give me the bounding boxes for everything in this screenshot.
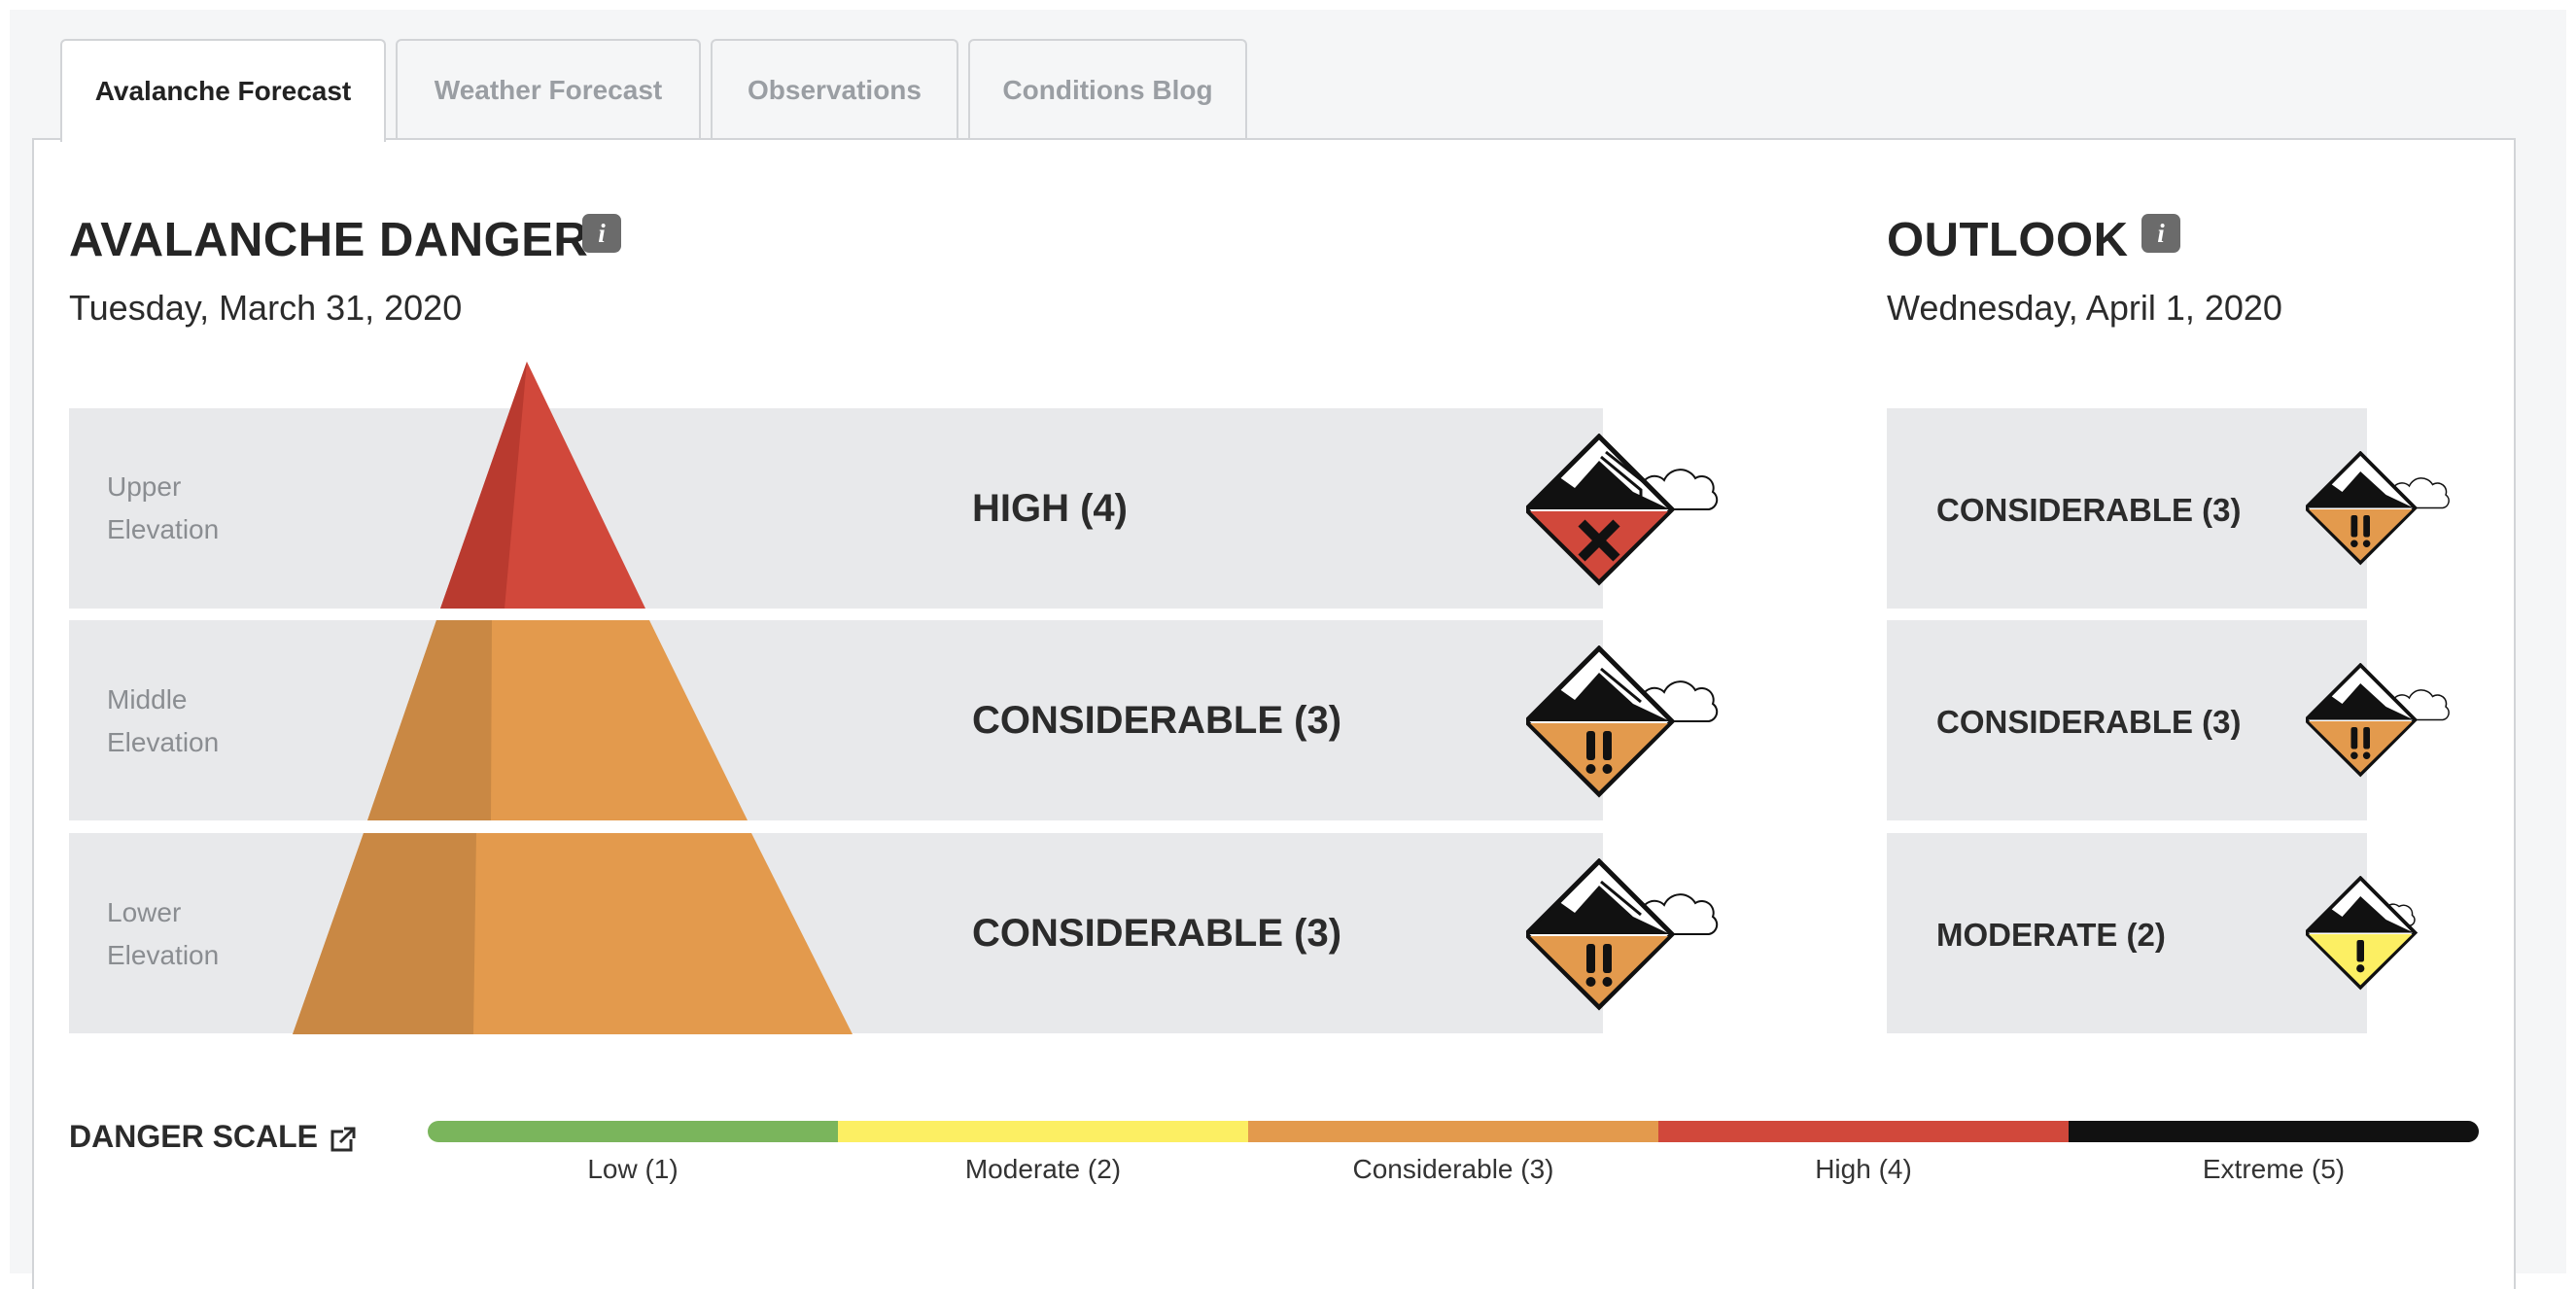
scale-segment-high xyxy=(1658,1121,2069,1142)
scale-segment-low xyxy=(428,1121,838,1142)
upper-rating: HIGH (4) xyxy=(972,487,1128,530)
lower-rating: CONSIDERABLE (3) xyxy=(972,912,1342,955)
outlook-lower-band xyxy=(1887,833,2367,1033)
external-link-icon[interactable] xyxy=(330,1126,357,1153)
considerable-danger-icon xyxy=(1526,645,1719,798)
scale-label-moderate: Moderate (2) xyxy=(964,1154,1122,1184)
tab-avalanche-forecast[interactable]: Avalanche Forecast xyxy=(60,39,386,142)
considerable-danger-icon xyxy=(1526,858,1719,1011)
danger-info-icon[interactable]: i xyxy=(582,214,621,253)
upper-elevation-band xyxy=(69,408,1603,609)
considerable-danger-icon xyxy=(2306,663,2450,778)
considerable-danger-icon xyxy=(2306,451,2450,566)
pyramid-upper xyxy=(440,362,645,609)
outlook-middle-rating: CONSIDERABLE (3) xyxy=(1936,704,2242,740)
scale-label-considerable: Considerable (3) xyxy=(1352,1154,1554,1184)
high-danger-icon xyxy=(1526,434,1719,586)
elevation-pyramid xyxy=(293,362,853,1034)
middle-rating: CONSIDERABLE (3) xyxy=(972,699,1342,742)
scale-label-extreme: Extreme (5) xyxy=(2202,1154,2346,1184)
danger-title: AVALANCHE DANGER xyxy=(69,214,589,266)
outlook-upper-band xyxy=(1887,408,2367,609)
pyramid-lower xyxy=(293,833,853,1034)
lower-elevation-label: Lower Elevation xyxy=(107,897,220,970)
tab-conditions-blog[interactable]: Conditions Blog xyxy=(968,39,1247,140)
danger-date: Tuesday, March 31, 2020 xyxy=(69,288,463,328)
outlook-middle-band xyxy=(1887,620,2367,820)
outlook-info-icon[interactable]: i xyxy=(2141,214,2180,253)
middle-elevation-band xyxy=(69,620,1603,820)
scale-label-low: Low (1) xyxy=(587,1154,679,1184)
danger-scale-title: DANGER SCALE xyxy=(69,1119,357,1155)
scale-segment-moderate xyxy=(838,1121,1248,1142)
outlook-date: Wednesday, April 1, 2020 xyxy=(1887,288,2282,328)
forecast-panel: AVALANCHE DANGER i Tuesday, March 31, 20… xyxy=(32,138,2516,1289)
outlook-title: OUTLOOK xyxy=(1887,214,2129,266)
outlook-lower-rating: MODERATE (2) xyxy=(1936,917,2166,953)
tab-observations[interactable]: Observations xyxy=(711,39,958,140)
tab-weather-forecast[interactable]: Weather Forecast xyxy=(396,39,701,140)
pyramid-middle xyxy=(367,620,748,820)
scale-segment-considerable xyxy=(1248,1121,1658,1142)
scale-segment-extreme xyxy=(2069,1121,2479,1142)
scale-label-high: High (4) xyxy=(1815,1154,1912,1184)
outlook-upper-rating: CONSIDERABLE (3) xyxy=(1936,492,2242,528)
danger-scale-bar xyxy=(428,1121,2479,1142)
upper-elevation-label: Upper Elevation xyxy=(107,471,220,544)
middle-elevation-label: Middle Elevation xyxy=(107,684,220,757)
moderate-danger-icon xyxy=(2306,876,2419,991)
